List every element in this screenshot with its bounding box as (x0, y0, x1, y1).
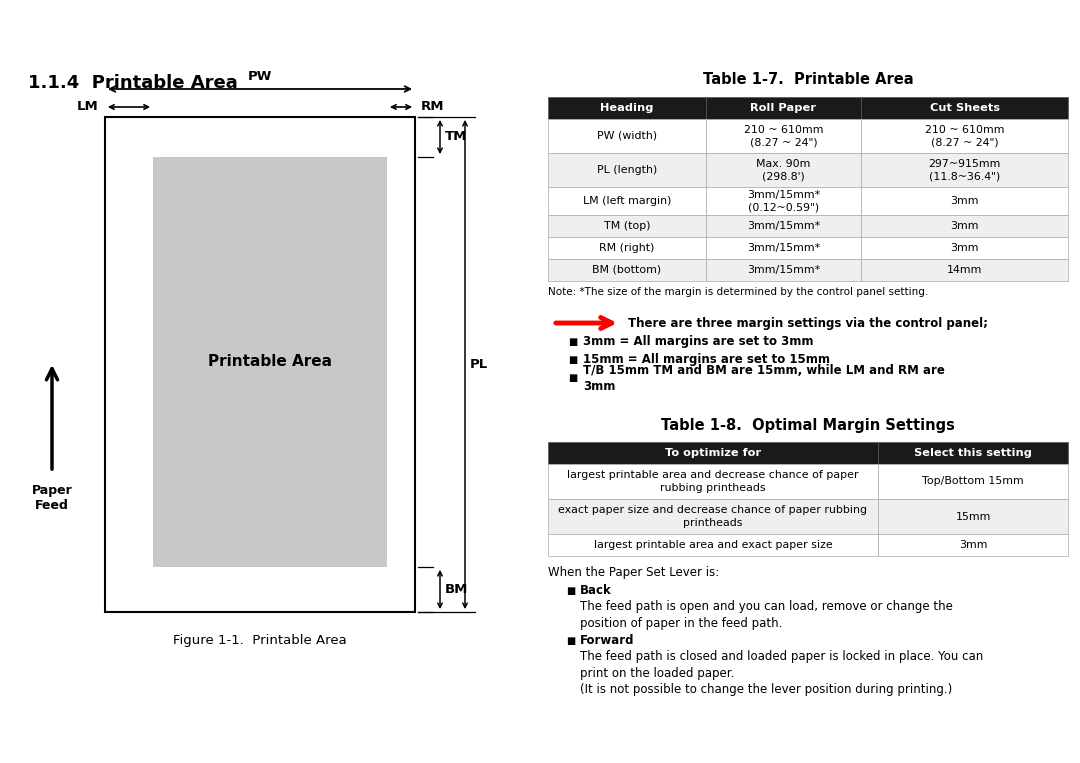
Bar (878, 442, 1068, 464)
Bar (548, 499, 878, 534)
Text: EPSON Stylus Pro 7000: EPSON Stylus Pro 7000 (13, 14, 176, 27)
Text: Figure 1-1.  Printable Area: Figure 1-1. Printable Area (173, 634, 347, 647)
Text: largest printable area and decrease chance of paper
rubbing printheads: largest printable area and decrease chan… (567, 470, 859, 493)
Bar (706, 215, 861, 237)
Text: Features: Features (510, 738, 570, 751)
Bar (706, 259, 861, 281)
Text: PL: PL (470, 358, 488, 371)
Text: 297~915mm
(11.8~36.4"): 297~915mm (11.8~36.4") (929, 159, 1001, 181)
Bar (706, 97, 861, 119)
Bar (706, 119, 861, 153)
Bar (548, 153, 706, 187)
Bar (861, 119, 1068, 153)
Text: Roll Paper: Roll Paper (751, 103, 816, 113)
Text: 3mm/15mm*: 3mm/15mm* (747, 265, 820, 275)
Text: LM (left margin): LM (left margin) (583, 196, 671, 206)
Text: When the Paper Set Lever is:: When the Paper Set Lever is: (548, 566, 719, 579)
Text: 3mm: 3mm (959, 540, 987, 550)
Text: 15mm = All margins are set to 15mm: 15mm = All margins are set to 15mm (583, 353, 831, 366)
Text: ■: ■ (566, 586, 576, 596)
Text: largest printable area and exact paper size: largest printable area and exact paper s… (594, 540, 833, 550)
Text: BM: BM (445, 583, 469, 596)
Text: 3mm: 3mm (950, 221, 978, 231)
Text: Forward: Forward (580, 635, 635, 648)
Text: PL (length): PL (length) (597, 165, 657, 175)
Text: 15mm: 15mm (956, 511, 990, 521)
Text: T/B 15mm TM and BM are 15mm, while LM and RM are
3mm: T/B 15mm TM and BM are 15mm, while LM an… (583, 363, 945, 392)
Text: 17: 17 (1050, 738, 1067, 751)
Text: LM: LM (78, 101, 99, 114)
Bar (548, 97, 706, 119)
Text: Table 1-7.  Printable Area: Table 1-7. Printable Area (703, 72, 914, 87)
Bar (548, 442, 878, 464)
Text: 3mm/15mm*: 3mm/15mm* (747, 221, 820, 231)
Text: 1.1.4  Printable Area: 1.1.4 Printable Area (28, 74, 238, 92)
Text: Revision B: Revision B (994, 14, 1067, 27)
Text: Paper
Feed: Paper Feed (31, 484, 72, 512)
Bar (548, 237, 706, 259)
Bar (706, 187, 861, 215)
Bar (861, 153, 1068, 187)
Bar (706, 153, 861, 187)
Bar (861, 259, 1068, 281)
Text: Table 1-8.  Optimal Margin Settings: Table 1-8. Optimal Margin Settings (661, 418, 955, 433)
Text: Select this setting: Select this setting (914, 448, 1031, 458)
Bar (548, 215, 706, 237)
Text: BM (bottom): BM (bottom) (593, 265, 662, 275)
Bar (878, 534, 1068, 556)
Text: exact paper size and decrease chance of paper rubbing
printheads: exact paper size and decrease chance of … (558, 505, 867, 528)
Text: ■: ■ (568, 337, 577, 347)
Text: TM (top): TM (top) (604, 221, 650, 231)
Bar (861, 237, 1068, 259)
Text: 3mm/15mm*
(0.12~0.59"): 3mm/15mm* (0.12~0.59") (747, 190, 820, 212)
Text: Back: Back (580, 584, 611, 597)
Text: RM (right): RM (right) (599, 243, 654, 253)
Text: PW (width): PW (width) (597, 131, 657, 141)
Text: 210 ~ 610mm
(8.27 ~ 24"): 210 ~ 610mm (8.27 ~ 24") (924, 125, 1004, 147)
Text: Printable Area: Printable Area (208, 355, 332, 369)
Text: 210 ~ 610mm
(8.27 ~ 24"): 210 ~ 610mm (8.27 ~ 24") (744, 125, 823, 147)
Text: TM: TM (445, 130, 468, 143)
Bar (153, 157, 387, 567)
Bar (861, 215, 1068, 237)
Bar (548, 534, 878, 556)
Text: There are three margin settings via the control panel;: There are three margin settings via the … (627, 317, 988, 330)
Text: 3mm: 3mm (950, 243, 978, 253)
Bar (548, 119, 706, 153)
Text: Cut Sheets: Cut Sheets (930, 103, 999, 113)
Text: The feed path is closed and loaded paper is locked in place. You can
print on th: The feed path is closed and loaded paper… (580, 650, 983, 696)
Text: RM: RM (421, 101, 445, 114)
Bar (861, 97, 1068, 119)
Bar (878, 499, 1068, 534)
Text: The feed path is open and you can load, remove or change the
position of paper i: The feed path is open and you can load, … (580, 600, 953, 629)
Bar (548, 464, 878, 499)
Bar (548, 259, 706, 281)
Bar (105, 117, 415, 612)
Text: ■: ■ (566, 636, 576, 646)
Text: 3mm: 3mm (950, 196, 978, 206)
Text: 3mm = All margins are set to 3mm: 3mm = All margins are set to 3mm (583, 336, 813, 349)
Text: Top/Bottom 15mm: Top/Bottom 15mm (922, 477, 1024, 487)
Text: ■: ■ (568, 373, 577, 383)
Text: Heading: Heading (600, 103, 653, 113)
Text: 3mm/15mm*: 3mm/15mm* (747, 243, 820, 253)
Text: To optimize for: To optimize for (665, 448, 761, 458)
Text: Product Description: Product Description (13, 738, 153, 751)
Text: 14mm: 14mm (947, 265, 982, 275)
Text: Note: *The size of the margin is determined by the control panel setting.: Note: *The size of the margin is determi… (548, 287, 928, 297)
Text: ■: ■ (568, 355, 577, 365)
Text: Max. 90m
(298.8'): Max. 90m (298.8') (756, 159, 811, 181)
Bar (706, 237, 861, 259)
Text: PW: PW (247, 70, 272, 83)
Bar (878, 464, 1068, 499)
Bar (548, 187, 706, 215)
Bar (861, 187, 1068, 215)
